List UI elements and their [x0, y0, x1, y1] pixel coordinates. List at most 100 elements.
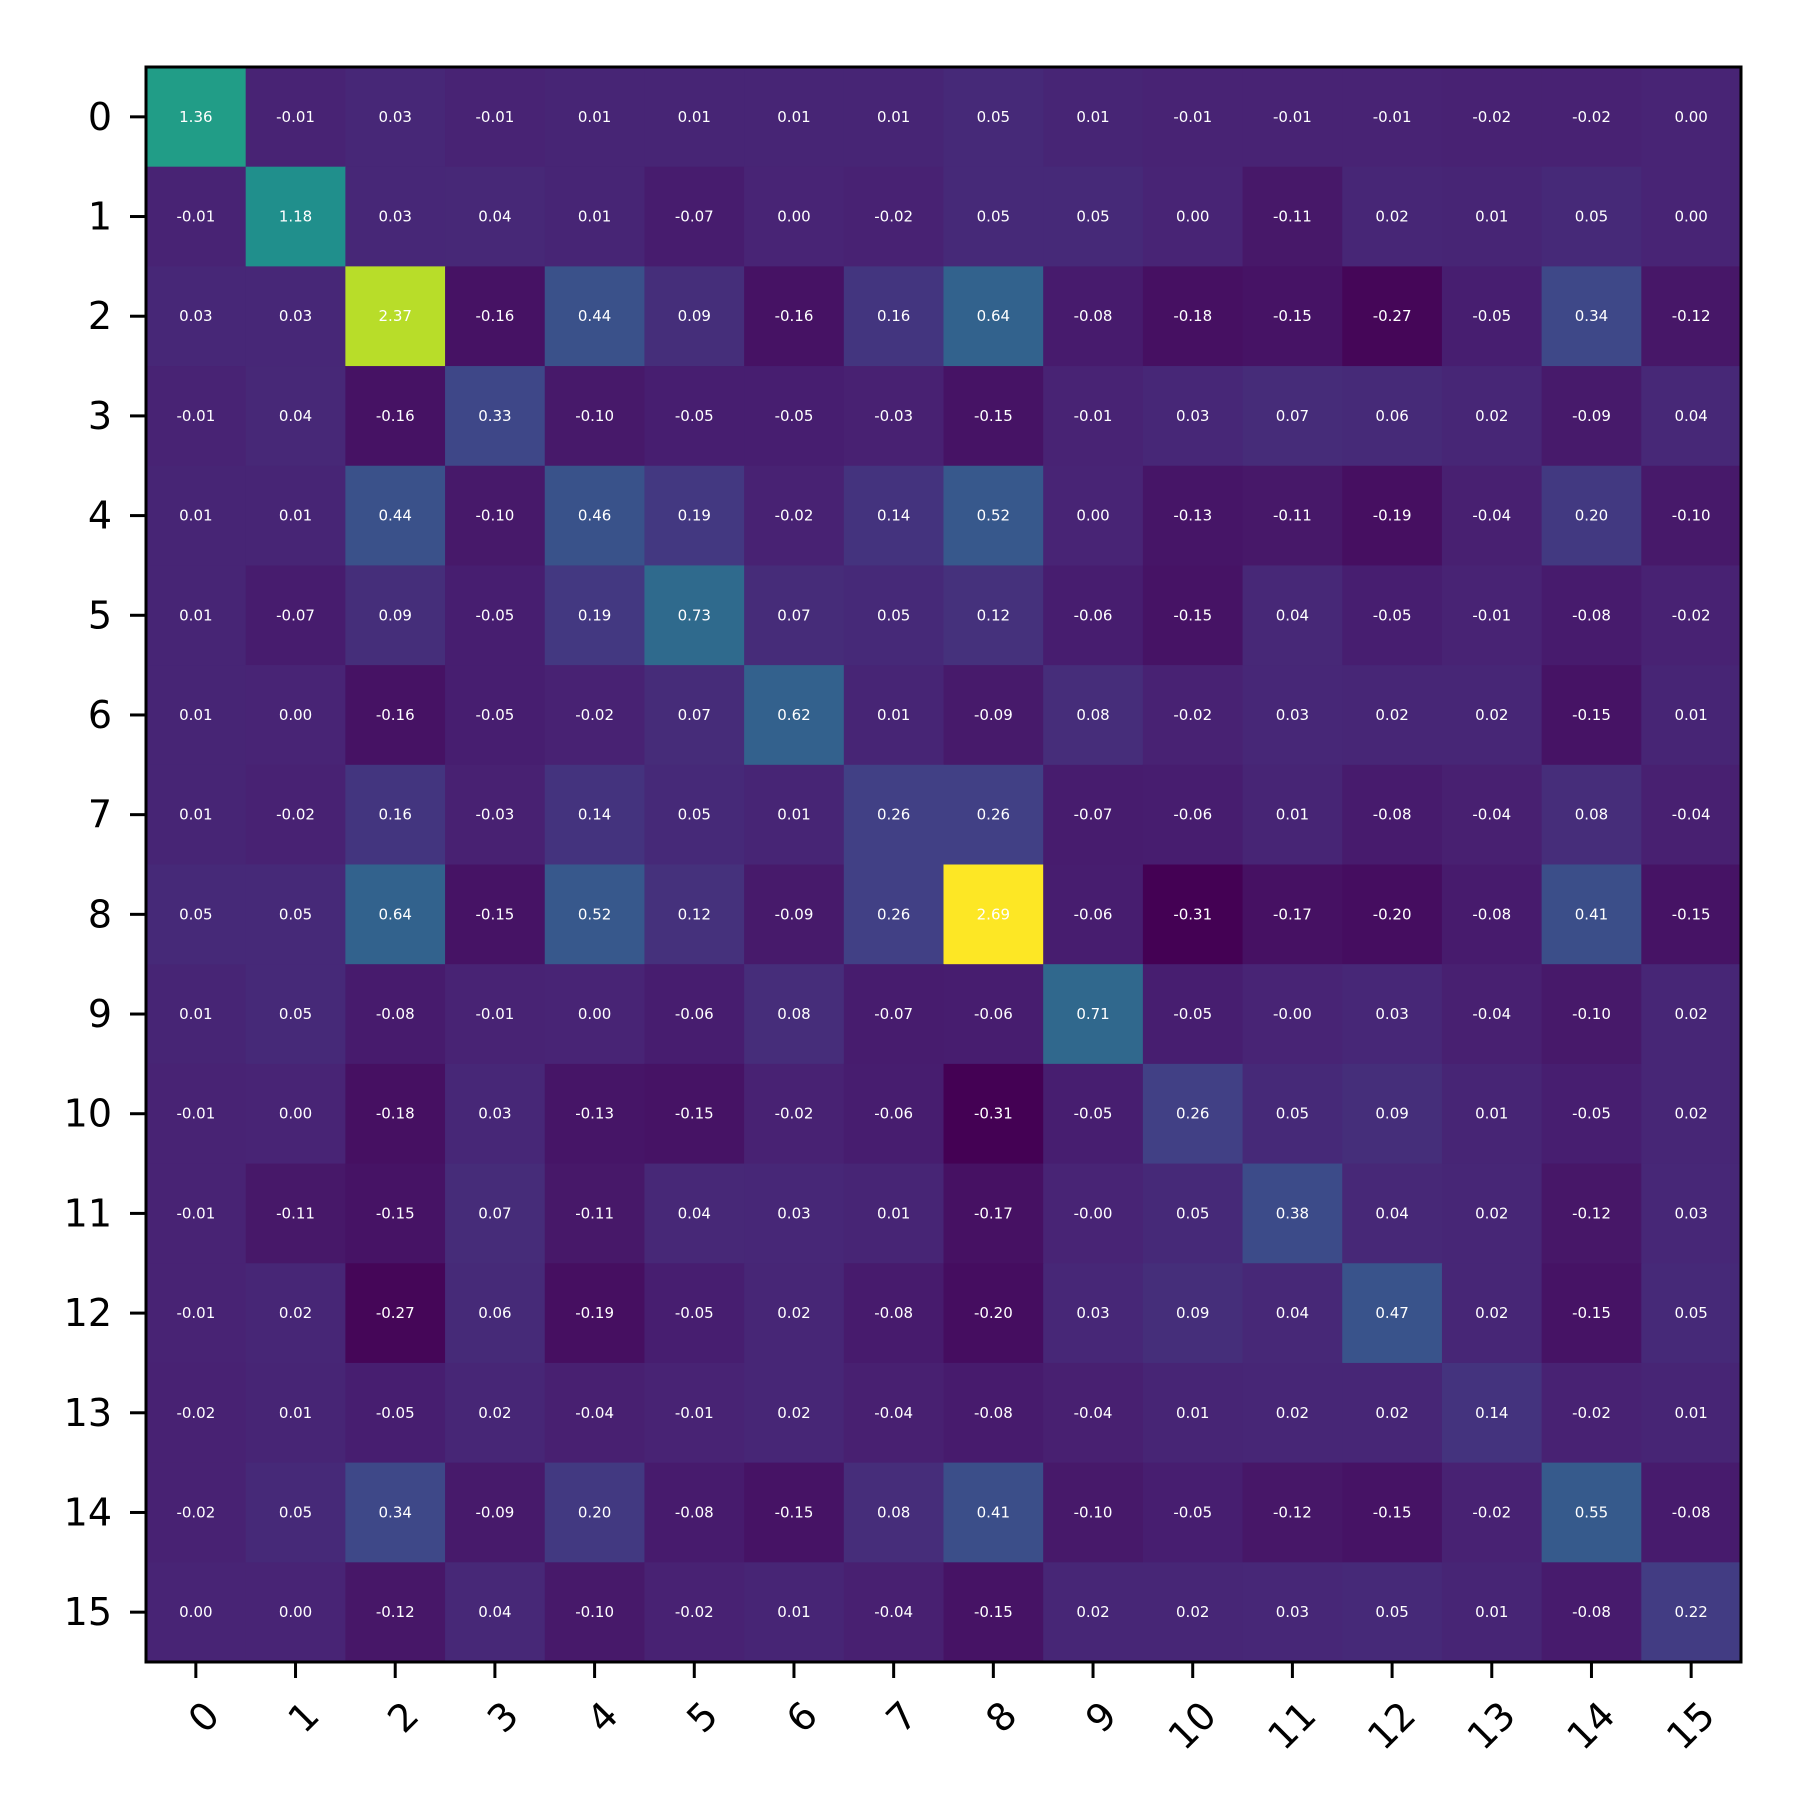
- heatmap-cell: [843, 366, 945, 467]
- heatmap-cell: [245, 266, 346, 367]
- heatmap-cell: [1142, 67, 1244, 168]
- cell-value-label: 0.02: [1674, 1005, 1707, 1023]
- heatmap-cell: [943, 964, 1044, 1065]
- heatmap-cell: [1441, 1562, 1543, 1663]
- heatmap-cell: [445, 665, 546, 766]
- cell-value-label: 0.03: [379, 208, 412, 226]
- heatmap-cell: [1641, 67, 1742, 168]
- heatmap-cell: [744, 1063, 845, 1165]
- heatmap-cell: [744, 1263, 845, 1364]
- heatmap-cell: [146, 1063, 247, 1165]
- heatmap-cell: [744, 665, 845, 766]
- cell-value-label: -0.15: [1572, 706, 1611, 724]
- heatmap-cell: [1043, 266, 1144, 367]
- cell-value-label: 1.18: [279, 208, 312, 226]
- cell-value-label: 0.64: [977, 307, 1010, 325]
- heatmap-cell: [1441, 1163, 1543, 1264]
- heatmap-cell: [1043, 366, 1144, 467]
- heatmap-cell: [744, 67, 845, 168]
- heatmap-cell: [146, 1163, 247, 1264]
- cell-value-label: 0.00: [578, 1005, 611, 1023]
- cell-value-label: 0.09: [379, 606, 412, 624]
- cell-value-label: -0.05: [1074, 1105, 1113, 1123]
- cell-value-label: 0.01: [877, 1204, 910, 1222]
- x-tick-label: 12: [1359, 1693, 1424, 1758]
- heatmap-cell: [544, 864, 646, 965]
- cell-value-label: -0.02: [1672, 606, 1711, 624]
- heatmap-cell: [445, 166, 546, 267]
- cell-value-label: 0.09: [1375, 1105, 1408, 1123]
- cell-value-label: 0.04: [478, 208, 511, 226]
- heatmap-cell: [1541, 665, 1642, 766]
- cell-value-label: -0.08: [1472, 905, 1511, 923]
- cell-value-label: 0.03: [1674, 1204, 1707, 1222]
- cell-value-label: -0.08: [1572, 606, 1611, 624]
- heatmap-cell: [146, 67, 247, 168]
- heatmap-cell: [644, 67, 745, 168]
- cell-value-label: -0.05: [1173, 1005, 1212, 1023]
- cell-value-label: -0.02: [775, 507, 814, 525]
- cell-value-label: -0.02: [1472, 108, 1511, 126]
- cell-value-label: 0.01: [1475, 1603, 1508, 1621]
- cell-value-label: -0.06: [874, 1105, 913, 1123]
- heatmap-cell: [943, 864, 1044, 965]
- heatmap-cell: [1242, 1263, 1343, 1364]
- cell-value-label: -0.06: [675, 1005, 714, 1023]
- cell-value-label: 0.41: [977, 1503, 1010, 1521]
- heatmap-cell: [345, 565, 446, 666]
- cell-value-label: 0.02: [1475, 706, 1508, 724]
- heatmap-cell: [544, 665, 646, 766]
- heatmap-cell: [1142, 1263, 1244, 1364]
- cell-value-label: -0.08: [675, 1503, 714, 1521]
- cell-value-label: -0.10: [1572, 1005, 1611, 1023]
- cell-value-label: 0.03: [1375, 1005, 1408, 1023]
- cell-value-label: 0.16: [379, 806, 412, 824]
- heatmap-cell: [245, 1562, 346, 1663]
- cell-value-label: 0.22: [1674, 1603, 1707, 1621]
- cell-value-label: -0.11: [1273, 208, 1312, 226]
- cell-value-label: 0.05: [977, 108, 1010, 126]
- cell-value-label: 0.26: [977, 806, 1010, 824]
- heatmap-cell: [644, 1362, 745, 1464]
- heatmap-cell: [843, 665, 945, 766]
- cell-value-label: 0.03: [1276, 706, 1309, 724]
- cell-value-label: -0.00: [1273, 1005, 1312, 1023]
- heatmap-cell: [1043, 1263, 1144, 1364]
- heatmap-cell: [445, 1562, 546, 1663]
- cell-value-label: -0.03: [874, 407, 913, 425]
- cell-value-label: 0.38: [1276, 1204, 1309, 1222]
- x-tick-label: 1: [279, 1693, 327, 1741]
- cell-value-label: 0.44: [379, 507, 412, 525]
- heatmap-cell: [644, 1562, 745, 1663]
- x-tick-label: 2: [379, 1693, 427, 1741]
- x-tick-label: 4: [579, 1693, 627, 1741]
- heatmap-cell: [445, 1362, 546, 1464]
- cell-value-label: 0.02: [1176, 1603, 1209, 1621]
- heatmap-cell: [1541, 764, 1642, 866]
- heatmap-cell: [146, 465, 247, 567]
- y-tick-label: 13: [64, 1391, 112, 1435]
- heatmap-cell: [1142, 764, 1244, 866]
- cell-value-label: 0.52: [977, 507, 1010, 525]
- cell-value-label: 0.64: [379, 905, 412, 923]
- heatmap-cell: [843, 1063, 945, 1165]
- plot-frame: [144, 65, 1743, 1664]
- heatmap-cell: [744, 1362, 845, 1464]
- heatmap-cell: [146, 166, 247, 267]
- heatmap-cell: [1242, 366, 1343, 467]
- cell-value-label: 0.07: [777, 606, 810, 624]
- cell-value-label: -0.01: [176, 1304, 215, 1322]
- heatmap-cell: [943, 1562, 1044, 1663]
- heatmap-cell: [1641, 266, 1742, 367]
- cell-value-label: -0.20: [1373, 905, 1412, 923]
- cell-value-label: -0.17: [974, 1204, 1013, 1222]
- heatmap-cell: [245, 1362, 346, 1464]
- heatmap-cell: [843, 764, 945, 866]
- heatmap-cell: [1242, 1362, 1343, 1464]
- heatmap-cell: [1242, 1562, 1343, 1663]
- cell-value-label: -0.02: [1572, 108, 1611, 126]
- cell-value-label: 0.01: [877, 706, 910, 724]
- heatmap-cell: [744, 366, 845, 467]
- heatmap-cell: [1441, 1462, 1543, 1563]
- cell-value-label: -0.10: [476, 507, 515, 525]
